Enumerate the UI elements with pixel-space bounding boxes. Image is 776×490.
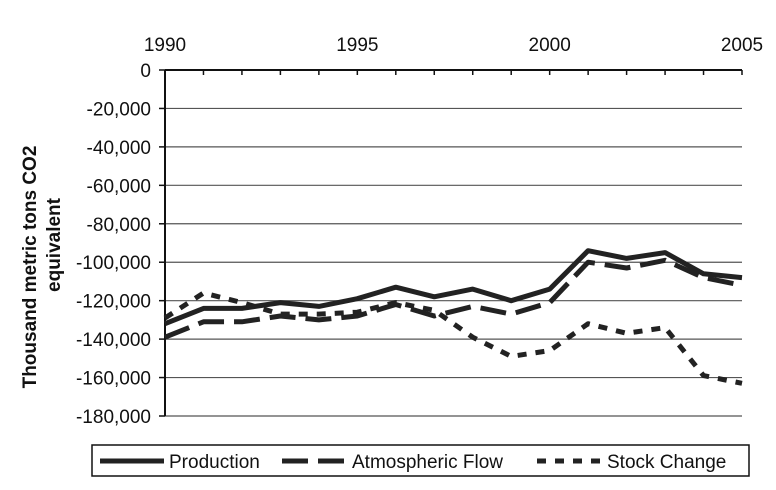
y-tick-label: 0 <box>140 61 151 82</box>
legend-box <box>91 444 750 477</box>
axes <box>159 69 743 417</box>
y-axis-label: Thousand metric tons CO2 equivalent <box>20 146 65 389</box>
y-tick-label: -180,000 <box>76 407 151 428</box>
series-lines <box>163 248 743 386</box>
y-axis-label-line-2: equivalent <box>44 197 65 292</box>
legend-label-atmospheric-flow: Atmospheric Flow <box>352 452 503 473</box>
x-tick-label: 1995 <box>336 35 378 56</box>
y-tick-labels: 0 -20,000 -40,000 -60,000 -80,000 -100,000 -12… <box>76 61 151 428</box>
x-tick-label: 1990 <box>144 35 186 56</box>
legend: Production Atmospheric Flow Stock Change <box>91 444 750 477</box>
y-tick-label: -120,000 <box>76 292 151 313</box>
legend-label-stock-change: Stock Change <box>607 452 726 473</box>
y-tick-label: -100,000 <box>76 253 151 274</box>
series-line-production <box>164 248 743 327</box>
gridlines <box>165 107 742 417</box>
y-tick-label: -40,000 <box>87 138 151 159</box>
y-tick-label: -20,000 <box>87 99 151 120</box>
x-tick-label: 2000 <box>529 35 571 56</box>
y-tick-label: -80,000 <box>87 215 151 236</box>
legend-label-production: Production <box>169 452 260 473</box>
x-tick-label: 2005 <box>721 35 763 56</box>
y-axis-label-line-1: Thousand metric tons CO2 <box>20 146 41 389</box>
y-tick-label: -160,000 <box>76 369 151 390</box>
series-line-stock-change <box>163 290 743 386</box>
y-tick-label: -60,000 <box>87 176 151 197</box>
series-line-atmospheric-flow <box>164 257 743 340</box>
y-tick-label: -140,000 <box>76 330 151 351</box>
x-tick-labels: 1990 1995 2000 2005 <box>144 35 763 56</box>
